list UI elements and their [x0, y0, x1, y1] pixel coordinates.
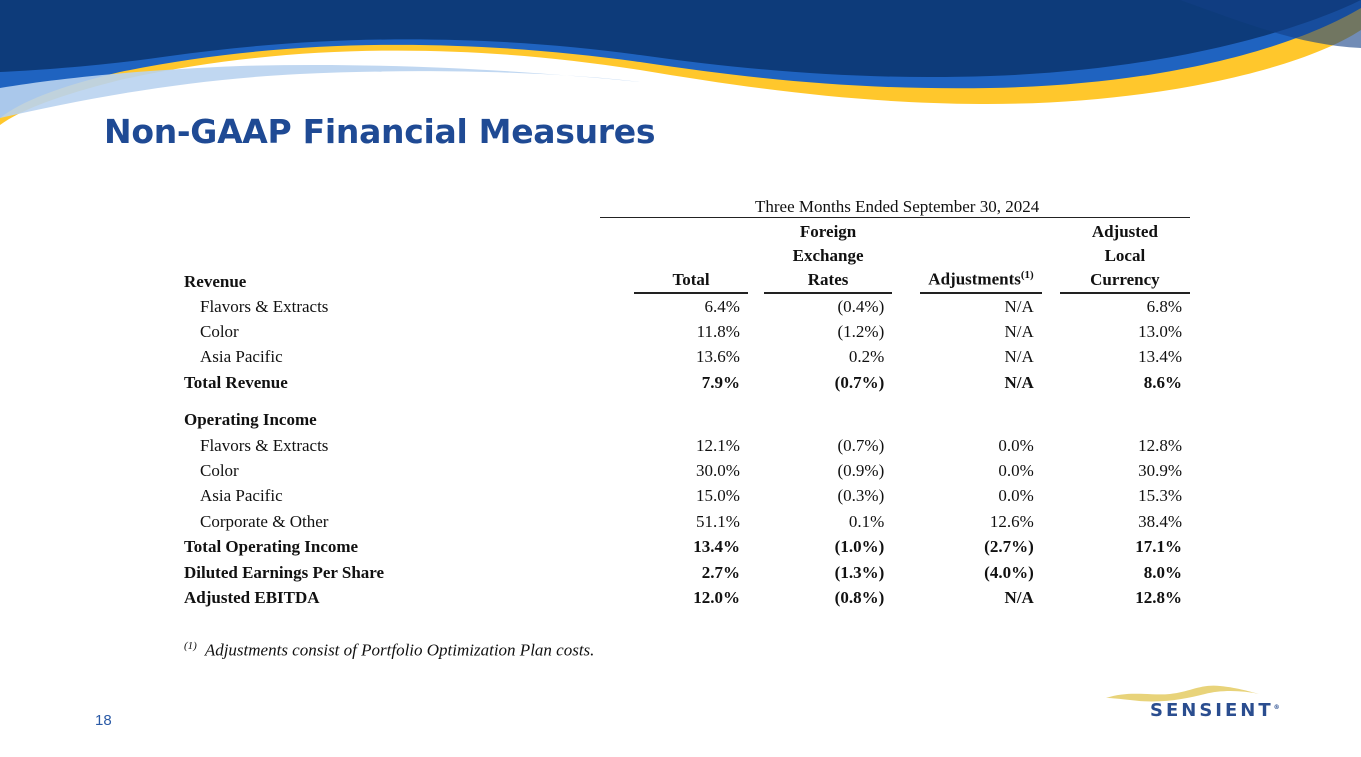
column-header-total: Total	[600, 218, 748, 294]
column-header-adjustments: Adjustments(1)	[892, 218, 1042, 294]
table-row: Flavors & Extracts 6.4% (0.4%) N/A 6.8%	[200, 296, 1182, 316]
table-row: Asia Pacific 15.0% (0.3%) 0.0% 15.3%	[200, 486, 1182, 506]
sensient-logo-swoosh-icon	[1106, 685, 1260, 702]
page-number: 18	[95, 712, 112, 729]
total-revenue-row: Total Revenue 7.9% (0.7%) N/A 8.6%	[184, 372, 1182, 392]
slide-title: Non-GAAP Financial Measures	[104, 112, 656, 151]
summary-row: Adjusted EBITDA 12.0% (0.8%) N/A 12.8%	[184, 587, 1182, 607]
footnote-text: Adjustments consist of Portfolio Optimiz…	[204, 640, 595, 660]
footnote: (1) Adjustments consist of Portfolio Opti…	[184, 640, 594, 661]
header-wave-banner	[0, 0, 1361, 125]
table-row: Color 30.0% (0.9%) 0.0% 30.9%	[200, 461, 1182, 481]
table-row: Flavors & Extracts 12.1% (0.7%) 0.0% 12.…	[200, 435, 1182, 455]
sensient-logo-text: SENSIENT®	[1150, 700, 1280, 721]
table-row: Corporate & Other 51.1% 0.1% 12.6% 38.4%	[200, 511, 1182, 531]
financial-measures-table: Three Months Ended September 30, 2024 Re…	[180, 193, 1190, 611]
revenue-section-header: Revenue	[184, 272, 247, 291]
table-row: Color 11.8% (1.2%) N/A 13.0%	[200, 322, 1182, 342]
column-header-fx: Foreign Exchange Rates	[748, 218, 893, 294]
operating-income-section-header: Operating Income	[184, 410, 317, 430]
period-header: Three Months Ended September 30, 2024	[600, 193, 1190, 218]
column-header-adjusted-local-currency: Adjusted Local Currency	[1042, 218, 1190, 294]
summary-row: Total Operating Income 13.4% (1.0%) (2.7…	[184, 537, 1182, 557]
summary-row: Diluted Earnings Per Share 2.7% (1.3%) (…	[184, 562, 1182, 582]
table-row: Asia Pacific 13.6% 0.2% N/A 13.4%	[200, 347, 1182, 367]
footnote-marker: (1)	[184, 640, 197, 652]
